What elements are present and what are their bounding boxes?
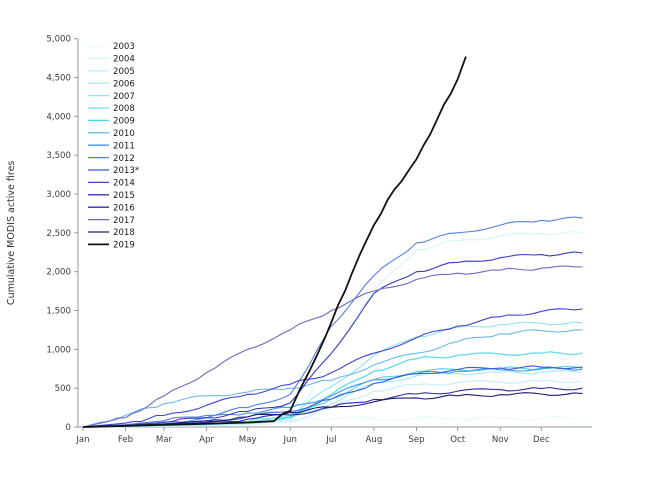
legend-label-2017: 2017 — [113, 216, 135, 226]
series-line-2007 — [82, 321, 583, 428]
legend-label-2006: 2006 — [113, 79, 135, 89]
legend-label-2014: 2014 — [113, 179, 135, 189]
legend-label-2013: 2013* — [113, 166, 140, 176]
x-tick-label: May — [239, 435, 257, 445]
legend-label-2010: 2010 — [113, 129, 135, 139]
legend-label-2018: 2018 — [113, 228, 135, 238]
y-tick-label: 0 — [66, 423, 71, 433]
legend-label-2007: 2007 — [113, 92, 135, 102]
x-tick-label: Apr — [199, 435, 214, 445]
legend-label-2008: 2008 — [113, 104, 135, 114]
series-line-2014 — [82, 308, 583, 428]
series-line-2012 — [82, 216, 583, 428]
legend-label-2015: 2015 — [113, 191, 135, 201]
y-tick-label: 500 — [55, 384, 71, 394]
x-tick-label: Nov — [492, 435, 509, 445]
x-tick-label: Jan — [75, 435, 89, 445]
y-axis-title: Cumulative MODIS active fires — [6, 161, 17, 306]
x-tick-label: Oct — [450, 435, 465, 445]
series-line-2017 — [82, 265, 583, 428]
x-tick-label: Mar — [156, 435, 173, 445]
series-line-2015 — [82, 251, 583, 428]
y-tick-label: 3,500 — [46, 151, 71, 161]
legend-label-2004: 2004 — [113, 55, 135, 65]
y-tick-label: 3,000 — [46, 190, 71, 200]
x-tick-label: Dec — [533, 435, 550, 445]
legend-label-2016: 2016 — [113, 203, 135, 213]
x-tick-label: Aug — [366, 435, 383, 445]
legend-label-2009: 2009 — [113, 117, 135, 127]
series-line-2019 — [82, 56, 467, 428]
legend-label-2019: 2019 — [113, 241, 135, 251]
legend-label-2012: 2012 — [113, 154, 135, 164]
series-line-2004 — [82, 230, 583, 428]
y-tick-label: 1,000 — [46, 345, 71, 355]
y-tick-label: 2,500 — [46, 229, 71, 239]
x-tick-label: Jul — [325, 435, 336, 445]
legend-label-2003: 2003 — [113, 42, 135, 52]
y-tick-label: 4,000 — [46, 112, 71, 122]
x-tick-label: Feb — [118, 435, 133, 445]
legend-label-2005: 2005 — [113, 67, 135, 77]
y-tick-label: 4,500 — [46, 74, 71, 84]
x-tick-label: Jun — [283, 435, 297, 445]
y-tick-label: 2,000 — [46, 268, 71, 278]
legend-label-2011: 2011 — [113, 141, 135, 151]
series-line-2010 — [82, 329, 583, 428]
x-tick-label: Sep — [408, 435, 424, 445]
y-tick-label: 5,000 — [46, 35, 71, 45]
y-tick-label: 1,500 — [46, 307, 71, 317]
